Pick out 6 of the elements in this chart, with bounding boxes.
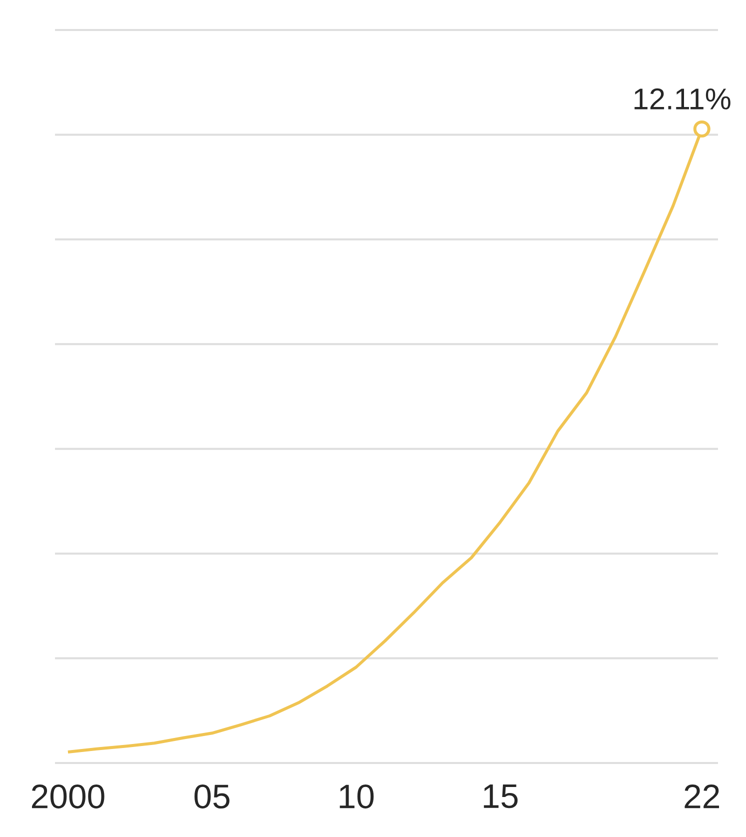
- x-tick-label: 10: [340, 784, 374, 808]
- x-tick-label: 22: [684, 784, 720, 808]
- x-tick-label: 15: [484, 784, 518, 808]
- data-label: 12.11%: [634, 88, 730, 110]
- x-tick-label: 05: [194, 784, 230, 808]
- x-tick-label: 2000: [32, 784, 104, 808]
